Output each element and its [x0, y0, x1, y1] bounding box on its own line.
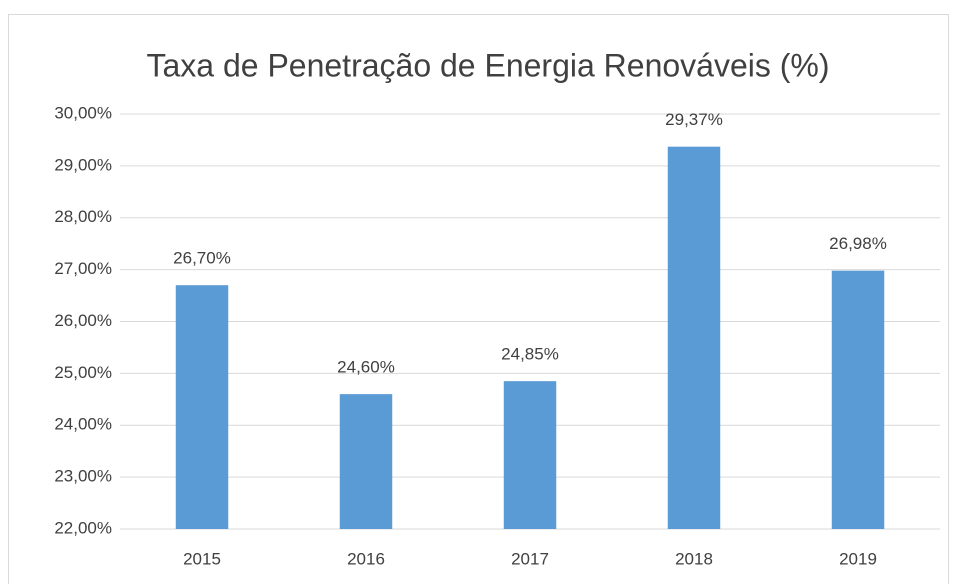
y-tick-label: 23,00% [54, 467, 112, 486]
bar [831, 270, 885, 529]
y-tick-label: 24,00% [54, 415, 112, 434]
y-tick-label: 30,00% [54, 103, 112, 122]
x-tick-label: 2018 [675, 549, 713, 568]
data-label: 24,85% [501, 345, 559, 364]
data-label: 26,70% [173, 249, 231, 268]
x-tick-label: 2017 [511, 549, 549, 568]
x-tick-label: 2019 [839, 549, 877, 568]
y-tick-label: 28,00% [54, 207, 112, 226]
bar [175, 285, 229, 529]
y-tick-label: 22,00% [54, 518, 112, 537]
data-label: 26,98% [829, 234, 887, 253]
bar [503, 381, 557, 529]
chart-title: Taxa de Penetração de Energia Renováveis… [146, 47, 829, 83]
bar [339, 394, 393, 529]
data-label: 29,37% [665, 110, 723, 129]
y-tick-label: 26,00% [54, 311, 112, 330]
y-tick-label: 29,00% [54, 155, 112, 174]
bar [667, 146, 721, 529]
y-tick-label: 27,00% [54, 259, 112, 278]
x-tick-label: 2015 [183, 549, 221, 568]
data-label: 24,60% [337, 358, 395, 377]
chart-border [8, 14, 949, 584]
x-tick-label: 2016 [347, 549, 385, 568]
y-tick-label: 25,00% [54, 363, 112, 382]
